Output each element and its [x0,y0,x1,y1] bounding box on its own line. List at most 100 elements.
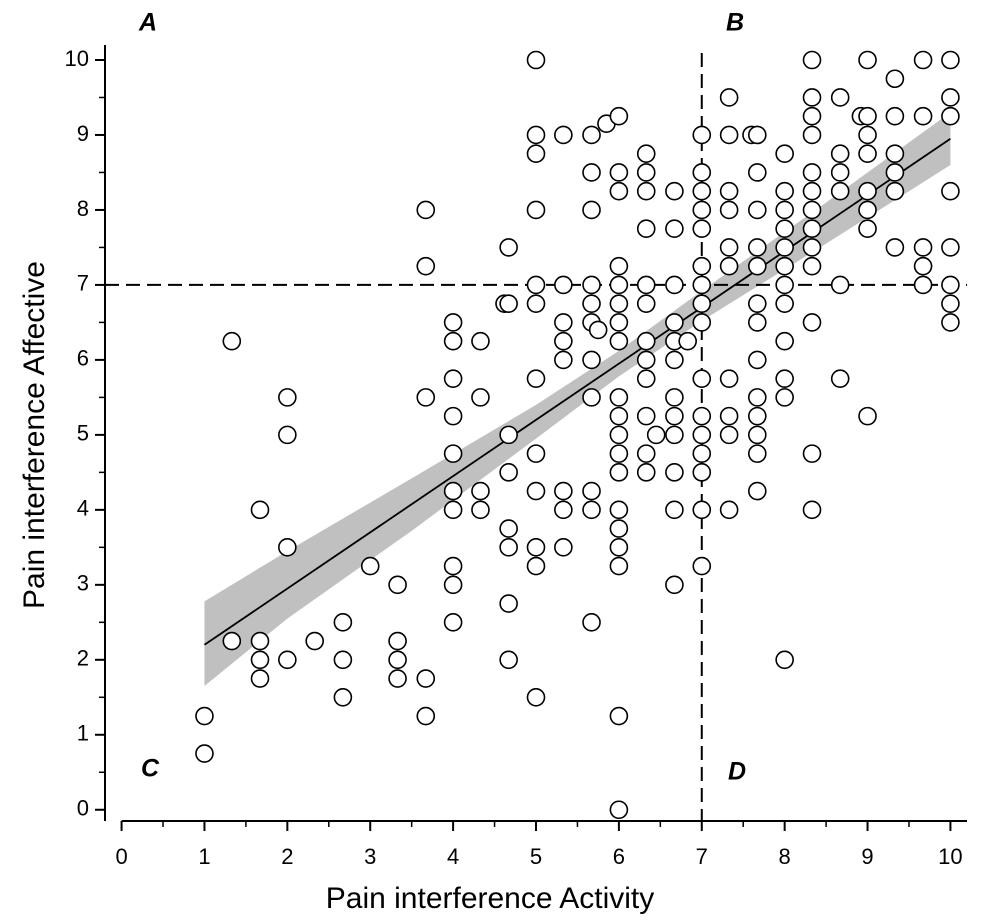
point [858,106,877,126]
point [443,500,463,520]
point [941,238,960,257]
point [858,406,877,426]
point [360,556,380,576]
point [222,631,242,651]
fit-line [203,137,951,646]
point [748,388,767,407]
point [775,144,794,164]
point [526,125,546,145]
point [775,219,794,238]
x-tick-label: 3 [364,844,376,869]
point [609,463,629,482]
point [646,425,666,445]
quadrant-label: C [141,755,160,783]
point [719,181,739,201]
point [388,669,407,688]
point [802,444,822,463]
point [526,275,546,295]
point [499,425,518,445]
point [775,275,794,295]
point [775,388,794,407]
point [719,256,739,276]
point [692,556,712,576]
point [443,613,463,632]
point [222,331,242,351]
point [719,500,739,520]
point [748,294,767,313]
y-axis-title: Pain interference Affective [18,261,51,609]
point [719,425,739,445]
point [885,238,905,257]
point [582,613,601,632]
point [858,125,877,145]
point [885,106,905,126]
point [499,294,518,313]
point [443,313,463,332]
point [443,369,463,388]
y-tick-label: 3 [77,571,89,596]
point [913,275,933,295]
point [692,219,712,238]
point [636,275,656,295]
point [885,69,905,89]
point [278,538,297,557]
point [609,163,629,182]
point [858,181,877,201]
point [636,144,656,164]
point [858,200,877,220]
point [499,463,518,482]
point [554,275,573,295]
point [748,350,767,370]
y-tick-label: 9 [77,121,89,146]
point [250,669,270,688]
point [471,481,490,501]
point [526,50,546,70]
quadrant-label: A [138,9,157,37]
point [858,50,877,70]
point [609,538,629,557]
x-tick-label: 4 [447,844,459,869]
point [582,388,601,407]
point [636,181,656,201]
y-tick-label: 8 [77,196,89,221]
point [526,294,546,313]
point [582,125,601,145]
point [719,125,739,145]
point [609,444,629,463]
point [636,163,656,182]
point [802,500,822,520]
x-tick-label: 9 [861,844,873,869]
point [250,500,270,520]
point [636,369,656,388]
point [858,219,877,238]
point [692,313,712,332]
x-tick-label: 2 [281,844,293,869]
point [305,631,324,651]
point [692,425,712,445]
point [416,200,436,220]
point [582,275,601,295]
point [609,313,629,332]
point [333,687,353,707]
point [278,650,297,670]
point [582,294,601,313]
point [802,256,822,276]
point [775,256,794,276]
point [609,181,629,201]
point [499,650,518,670]
point [636,294,656,313]
point [443,406,463,426]
point [775,331,794,351]
point [554,538,573,557]
point [609,331,629,351]
point [582,500,601,520]
point [278,425,297,445]
point [609,519,629,538]
point [941,50,960,70]
point [830,369,850,388]
point [692,500,712,520]
point [913,256,933,276]
point [609,106,629,126]
x-tick-label: 6 [613,844,625,869]
point [665,219,684,238]
